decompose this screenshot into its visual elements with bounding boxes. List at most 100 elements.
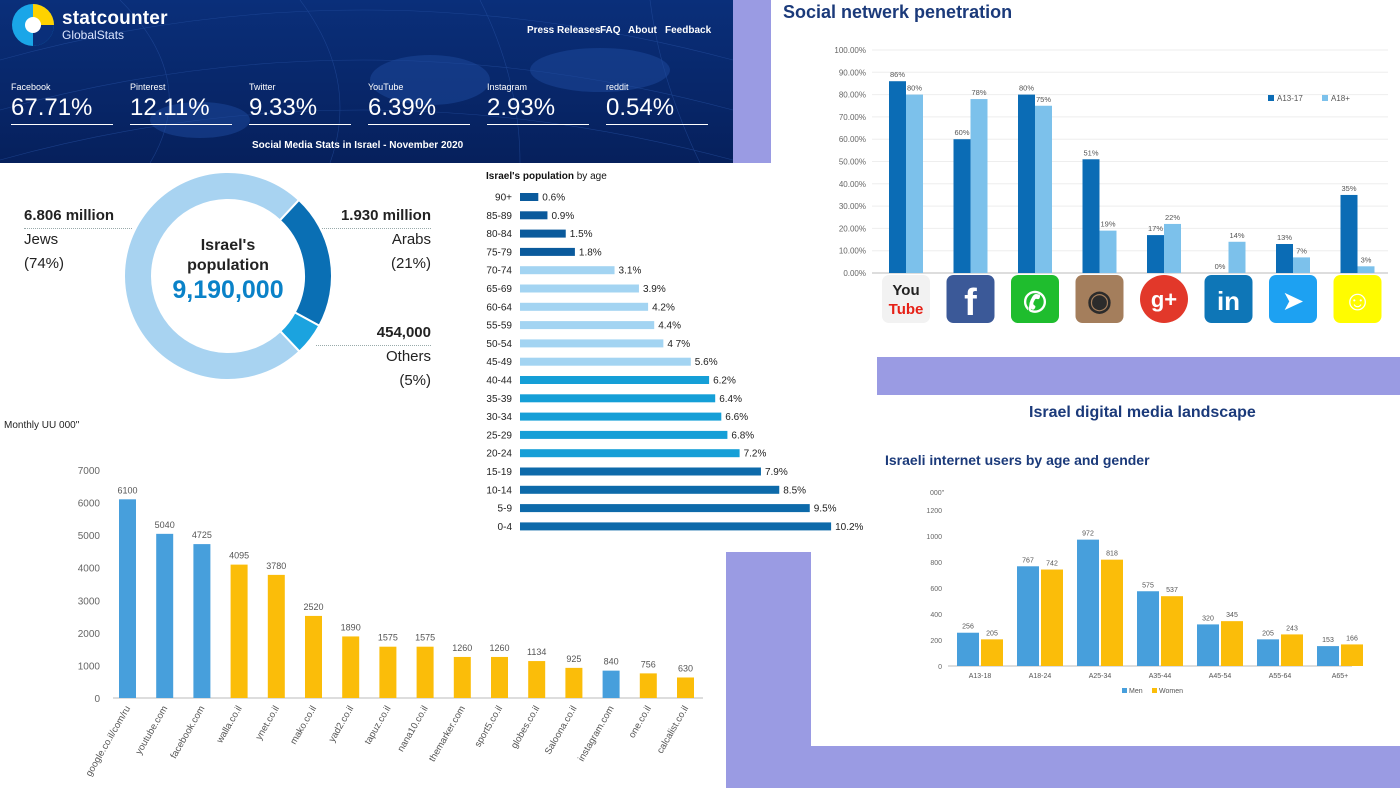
age-value-label: 0.6% bbox=[542, 193, 565, 204]
uu-value-label: 4725 bbox=[192, 530, 212, 540]
age-category-label: 80-84 bbox=[486, 229, 512, 240]
y-axis-label: 000" bbox=[930, 490, 945, 497]
bar-men bbox=[1017, 566, 1039, 666]
age-category-label: 15-19 bbox=[486, 467, 512, 478]
category-label: A45-54 bbox=[1209, 673, 1232, 680]
twitter-icon-glyph: ➤ bbox=[1283, 288, 1303, 315]
bar-A18+ bbox=[1164, 223, 1181, 273]
stat-label: Instagram bbox=[487, 82, 528, 92]
age-value-label: 9.5% bbox=[814, 504, 837, 515]
internet-users-title: Israeli internet users by age and gender bbox=[885, 452, 1150, 468]
y-tick-label: 1000 bbox=[926, 534, 942, 541]
nav-about[interactable]: About bbox=[628, 25, 657, 36]
bar-A18+ bbox=[1099, 230, 1117, 273]
uu-category-label: globes.co.il bbox=[509, 704, 542, 751]
bar-value-label: 0% bbox=[1215, 262, 1226, 271]
y-tick-label: 800 bbox=[930, 560, 942, 567]
uu-value-label: 1134 bbox=[527, 647, 546, 657]
stat-label: Facebook bbox=[11, 82, 51, 92]
decor-block-top bbox=[733, 0, 771, 163]
age-category-label: 45-49 bbox=[486, 357, 512, 368]
age-category-label: 20-24 bbox=[486, 449, 512, 460]
age-value-label: 0.9% bbox=[551, 211, 574, 222]
y-tick-label: 50.00% bbox=[839, 158, 866, 167]
age-category-label: 70-74 bbox=[486, 266, 512, 277]
bar-women bbox=[1341, 644, 1363, 666]
arabs-name: Arabs bbox=[391, 231, 431, 248]
uu-category-label: facebook.com bbox=[168, 704, 207, 761]
stat-value: 67.71% bbox=[11, 94, 93, 121]
legend-label: Women bbox=[1159, 688, 1183, 695]
bar-women bbox=[1041, 569, 1063, 666]
donut-center-value: 9,190,000 bbox=[172, 276, 284, 304]
y-tick-label: 7000 bbox=[78, 466, 101, 477]
age-category-label: 30-34 bbox=[486, 412, 512, 423]
category-label: A65+ bbox=[1332, 673, 1349, 680]
bar-women bbox=[1281, 634, 1303, 666]
age-category-label: 75-79 bbox=[486, 247, 512, 258]
category-label: A55-64 bbox=[1269, 673, 1292, 680]
legend-swatch bbox=[1268, 95, 1274, 101]
instagram-icon bbox=[1075, 275, 1124, 323]
bar-A18+ bbox=[1293, 257, 1310, 273]
uu-category-label: yad2.co.il bbox=[327, 704, 357, 744]
donut-slice-jews bbox=[123, 171, 301, 381]
bar-value-label: 537 bbox=[1166, 587, 1178, 594]
stat-instagram: Instagram 2.93% bbox=[487, 82, 589, 125]
age-bar bbox=[520, 302, 649, 311]
bar-value-label: 22% bbox=[1165, 213, 1180, 222]
stat-twitter: Twitter 9.33% bbox=[249, 82, 351, 125]
stat-facebook: Facebook 67.71% bbox=[11, 82, 113, 125]
bar-value-label: 575 bbox=[1142, 582, 1154, 589]
uu-category-label: tapuz.co.il bbox=[363, 704, 394, 747]
youtube-icon bbox=[882, 275, 930, 323]
age-bar bbox=[520, 485, 780, 494]
uu-category-label: one.co.il bbox=[627, 704, 654, 740]
bar-value-label: 17% bbox=[1148, 224, 1163, 233]
bar-women bbox=[1101, 559, 1123, 666]
google-plus-icon-glyph: g+ bbox=[1151, 287, 1177, 312]
social-penetration-chart: 0.00% 10.00% 20.00% 30.00% 40.00% 50.00% 60.00… bbox=[834, 46, 1388, 324]
age-value-label: 7.9% bbox=[765, 467, 788, 478]
stat-value: 12.11% bbox=[130, 94, 210, 121]
age-value-label: 1.5% bbox=[570, 229, 593, 240]
stat-pinterest: Pinterest 12.11% bbox=[130, 82, 232, 125]
bar-A18+ bbox=[1035, 105, 1052, 273]
bar-value-label: 19% bbox=[1100, 220, 1115, 229]
age-bar bbox=[520, 467, 761, 476]
uu-bar bbox=[639, 673, 657, 698]
nav-press-releases[interactable]: Press Releases bbox=[527, 25, 601, 36]
y-tick-label: 40.00% bbox=[839, 180, 866, 189]
nav-faq[interactable]: FAQ bbox=[600, 25, 621, 36]
nav-feedback[interactable]: Feedback bbox=[665, 25, 712, 36]
age-value-label: 7.2% bbox=[744, 449, 767, 460]
uu-bar bbox=[193, 544, 211, 698]
legend-label: Men bbox=[1129, 688, 1143, 695]
legend-swatch bbox=[1152, 688, 1157, 693]
decor-block-right bbox=[877, 357, 1400, 395]
age-category-label: 50-54 bbox=[486, 339, 512, 350]
bar-women bbox=[1161, 596, 1183, 666]
uu-value-label: 1260 bbox=[489, 643, 509, 653]
y-tick-label: 100.00% bbox=[834, 46, 866, 55]
bar-value-label: 320 bbox=[1202, 615, 1214, 622]
statcounter-brand[interactable]: statcounter bbox=[62, 8, 168, 29]
jews-name: Jews bbox=[24, 231, 59, 248]
age-value-label: 4.2% bbox=[652, 302, 675, 313]
bar-men bbox=[957, 632, 979, 666]
bar-value-label: 13% bbox=[1277, 233, 1292, 242]
bar-women bbox=[981, 639, 1003, 666]
bar-men bbox=[1317, 646, 1339, 666]
age-category-label: 65-69 bbox=[486, 284, 512, 295]
uu-category-label: nana10.co.il bbox=[396, 704, 431, 754]
age-value-label: 1.8% bbox=[579, 247, 602, 258]
statcounter-brand-sub: GlobalStats bbox=[62, 28, 125, 42]
age-bar bbox=[520, 339, 664, 348]
age-category-label: 5-9 bbox=[498, 504, 513, 515]
age-value-label: 8.5% bbox=[783, 485, 806, 496]
uu-bar bbox=[230, 564, 248, 698]
age-category-label: 60-64 bbox=[486, 302, 512, 313]
bar-A18+ bbox=[1228, 241, 1246, 273]
age-bar bbox=[520, 504, 810, 513]
stat-value: 2.93% bbox=[487, 94, 556, 121]
